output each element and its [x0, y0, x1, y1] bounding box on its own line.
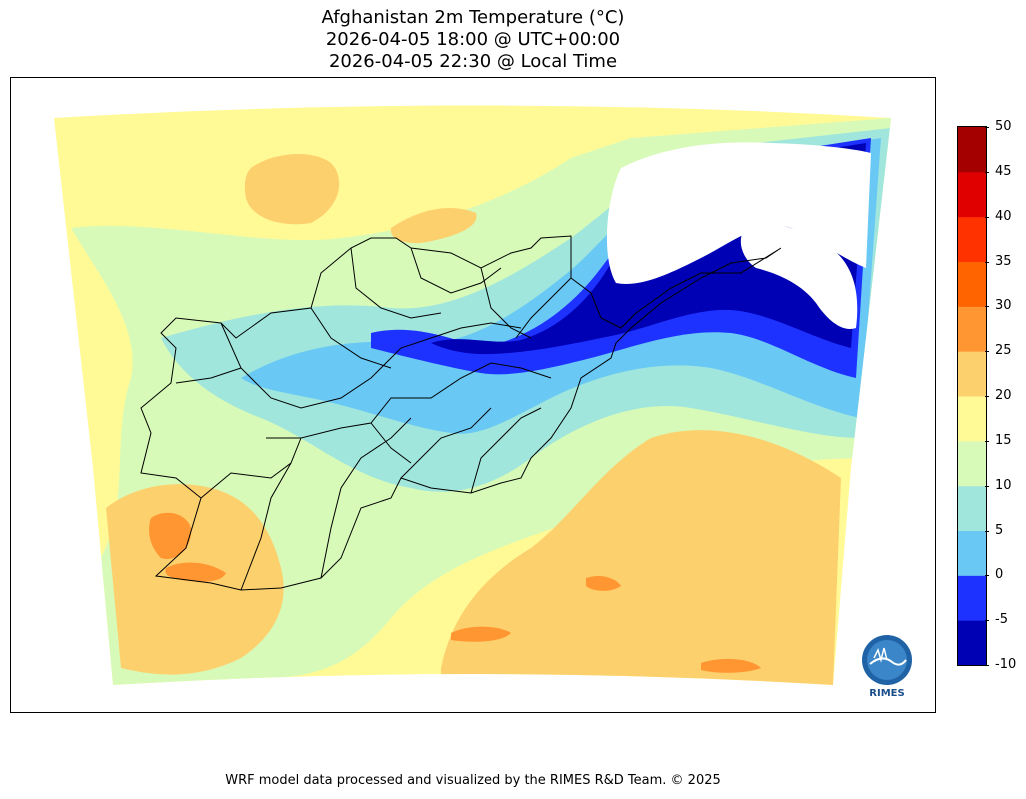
colorbar-tick-label: 0 — [995, 567, 1004, 583]
colorbar-tick — [985, 530, 989, 532]
colorbar-tick-label: 35 — [995, 253, 1012, 269]
colorbar-tick — [985, 216, 989, 218]
map-title: Afghanistan 2m Temperature (°C) 2026-04-… — [10, 7, 936, 73]
colorbar-tick-label: 5 — [995, 522, 1004, 538]
colorbar-bin-11 — [958, 127, 986, 173]
colorbar-bins — [958, 127, 986, 665]
colorbar-bin-6 — [958, 351, 986, 397]
colorbar-bin-0 — [958, 620, 986, 665]
credit-footer: WRF model data processed and visualized … — [225, 773, 721, 788]
colorbar-tick-label: 40 — [995, 208, 1012, 224]
colorbar-bin-7 — [958, 306, 986, 352]
temperature-map — [54, 105, 891, 685]
colorbar-tick-label: 10 — [995, 477, 1012, 493]
title-variable: Afghanistan 2m Temperature (°C) — [321, 7, 625, 28]
colorbar-bin-1 — [958, 575, 986, 621]
colorbar — [957, 126, 987, 666]
colorbar-tick — [985, 485, 989, 487]
colorbar-bin-3 — [958, 485, 986, 531]
colorbar-tick — [985, 620, 989, 622]
colorbar-tick — [985, 575, 989, 577]
colorbar-bin-9 — [958, 216, 986, 262]
colorbar-ticks: 50 45 40 35 30 25 20 15 10 5 0 -5 -10 — [985, 120, 1025, 672]
colorbar-tick — [985, 351, 989, 353]
map-frame — [10, 77, 936, 713]
colorbar-tick-label: 45 — [995, 163, 1012, 179]
colorbar-tick-label: 15 — [995, 432, 1012, 448]
colorbar-bin-8 — [958, 261, 986, 307]
logo-text: RIMES — [869, 688, 904, 699]
colorbar-tick — [985, 127, 989, 128]
colorbar-tick — [985, 396, 989, 397]
colorbar-tick-label: 25 — [995, 343, 1012, 359]
colorbar-tick-label: 50 — [995, 119, 1012, 134]
colorbar-tick-label: -5 — [995, 612, 1008, 628]
colorbar-bin-10 — [958, 171, 986, 218]
colorbar-bin-2 — [958, 530, 986, 576]
rimes-logo: RIMES — [852, 630, 922, 700]
colorbar-tick-label: -10 — [995, 657, 1017, 672]
colorbar-tick-label: 20 — [995, 388, 1012, 403]
colorbar-bin-5 — [958, 396, 986, 442]
colorbar-tick — [985, 171, 989, 173]
colorbar-tick — [985, 440, 989, 442]
colorbar-tick — [985, 665, 989, 666]
title-utc-time: 2026-04-05 18:00 @ UTC+00:00 — [325, 29, 621, 50]
title-local-time: 2026-04-05 22:30 @ Local Time — [328, 51, 618, 72]
colorbar-tick — [985, 306, 989, 308]
colorbar-tick-label: 30 — [995, 298, 1012, 314]
colorbar-bin-4 — [958, 440, 986, 487]
colorbar-tick — [985, 261, 989, 263]
